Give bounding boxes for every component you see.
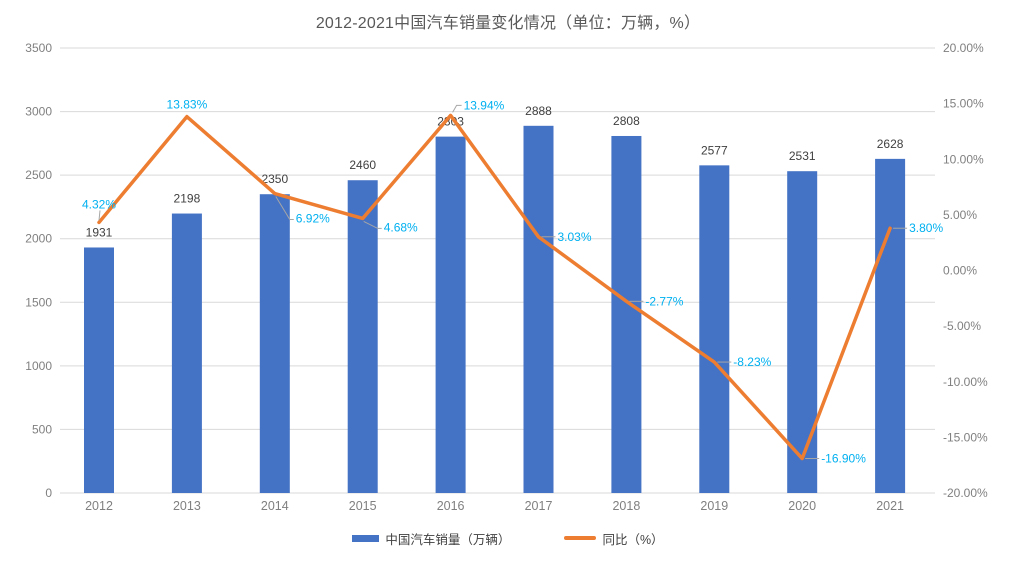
- left-axis-tick-label: 2000: [25, 232, 52, 246]
- right-axis-tick-label: 10.00%: [943, 152, 984, 166]
- left-axis-tick-label: 1000: [25, 359, 52, 373]
- leader-line: [98, 210, 101, 221]
- sales-bar-swatch-icon: [352, 534, 380, 542]
- bar-value-label: 2531: [789, 149, 816, 163]
- x-axis-label-2012: 2012: [85, 499, 113, 513]
- pct-data-label: 13.94%: [464, 98, 505, 112]
- bar-value-label: 2888: [525, 104, 552, 118]
- bar-value-label: 2577: [701, 143, 728, 157]
- pct-data-label: -2.77%: [645, 294, 683, 308]
- yoy-legend-label: 同比（%）: [602, 532, 664, 547]
- bar-2019: [699, 165, 730, 494]
- left-axis-tick-label: 2500: [25, 168, 52, 182]
- right-axis-tick-label: 5.00%: [943, 208, 977, 222]
- x-axis-label-2013: 2013: [173, 499, 201, 513]
- x-axis-label-2014: 2014: [261, 499, 289, 513]
- bar-value-label: 2350: [261, 172, 288, 186]
- bar-2013: [171, 213, 202, 494]
- legend-item-sales: 中国汽车销量（万辆）: [352, 529, 510, 548]
- bar-2015: [347, 180, 378, 493]
- right-axis-tick-label: 0.00%: [943, 264, 977, 278]
- leader-line: [452, 104, 462, 113]
- pct-data-label: 13.83%: [167, 98, 208, 112]
- bar-2017: [523, 125, 554, 493]
- x-axis-label-2015: 2015: [349, 499, 377, 513]
- pct-data-label: 3.03%: [558, 230, 592, 244]
- x-axis-label-2021: 2021: [876, 499, 904, 513]
- yoy-line-swatch-icon: [564, 536, 597, 540]
- bar-2016: [435, 136, 466, 493]
- pct-data-label: -16.90%: [821, 452, 866, 466]
- x-axis-label-2019: 2019: [700, 499, 728, 513]
- bar-2021: [875, 158, 906, 493]
- x-axis-label-2018: 2018: [612, 499, 640, 513]
- left-axis-tick-label: 0: [45, 486, 52, 500]
- right-axis-tick-label: 15.00%: [943, 97, 984, 111]
- bar-value-label: 2198: [174, 192, 201, 206]
- bar-2018: [611, 135, 642, 494]
- pct-data-label: -8.23%: [733, 355, 771, 369]
- x-axis-label-2017: 2017: [525, 499, 553, 513]
- bar-value-label: 2628: [877, 137, 904, 151]
- right-axis-tick-label: -15.00%: [943, 430, 988, 444]
- pct-data-label: 4.68%: [384, 220, 418, 234]
- x-axis-label-2016: 2016: [437, 499, 465, 513]
- right-axis-tick-label: -20.00%: [943, 486, 988, 500]
- left-axis-tick-label: 3500: [25, 41, 52, 55]
- legend-item-yoy: 同比（%）: [564, 529, 664, 548]
- bar-value-label: 2808: [613, 114, 640, 128]
- bar-2020: [787, 171, 818, 494]
- bar-2014: [259, 194, 290, 493]
- left-axis-tick-label: 1500: [25, 295, 52, 309]
- bar-value-label: 1931: [86, 225, 113, 239]
- right-axis-tick-label: -10.00%: [943, 375, 988, 389]
- chart-title: 2012-2021中国汽车销量变化情况（单位：万辆，%）: [315, 15, 701, 32]
- left-axis-tick-label: 500: [32, 422, 52, 436]
- bar-2012: [84, 247, 114, 493]
- legend: 中国汽车销量（万辆） 同比（%）: [0, 525, 1016, 551]
- leader-line: [275, 196, 294, 221]
- left-axis-tick-label: 3000: [25, 105, 52, 119]
- sales-legend-label: 中国汽车销量（万辆）: [385, 532, 511, 547]
- right-axis-tick-label: -5.00%: [943, 319, 981, 333]
- right-axis-tick-label: 20.00%: [943, 41, 984, 55]
- yoy-trend-line: [97, 113, 892, 461]
- leader-line: [363, 220, 382, 229]
- x-axis-label-2020: 2020: [788, 499, 816, 513]
- pct-data-label: 6.92%: [296, 212, 330, 226]
- pct-data-label: 4.32%: [82, 197, 116, 211]
- pct-data-label: 3.80%: [909, 221, 943, 235]
- bar-value-label: 2460: [349, 158, 376, 172]
